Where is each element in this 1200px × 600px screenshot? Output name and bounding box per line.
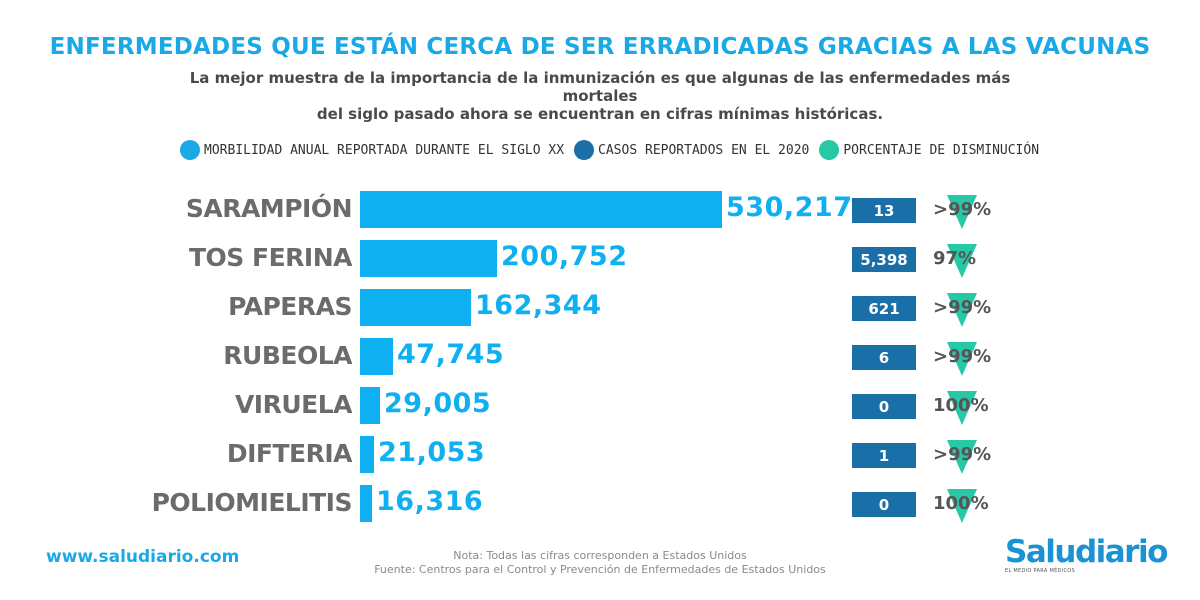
bar-paperas — [360, 289, 471, 326]
cases-2020-box-difteria: 1 — [852, 443, 916, 468]
decrease-label-difteria: >99% — [933, 444, 992, 465]
legend-swatch-cases — [574, 140, 595, 160]
bar-value-label-sarampion: 530,217 — [726, 192, 853, 223]
decrease-triangle-rubeola — [947, 342, 977, 376]
decrease-label-sarampion: >99% — [933, 199, 992, 220]
decrease-label-tos-ferina: 97% — [933, 248, 977, 269]
category-label-paperas: PAPERAS — [228, 292, 352, 321]
cases-2020-label-poliomielitis: 0 — [878, 495, 890, 514]
cases-2020-box-sarampion: 13 — [852, 198, 916, 223]
bar-tos-ferina — [360, 240, 497, 277]
category-label-tos-ferina: TOS FERINA — [189, 243, 353, 272]
cases-2020-box-poliomielitis: 0 — [852, 492, 916, 517]
cases-2020-box-viruela: 0 — [852, 394, 916, 419]
bar-sarampion — [360, 191, 722, 228]
legend: MORBILIDAD ANUAL REPORTADA DURANTE EL SI… — [180, 140, 1049, 160]
bar-value-label-viruela: 29,005 — [384, 388, 492, 419]
footer-note-line-2: Fuente: Centros para el Control y Preven… — [374, 563, 826, 576]
category-label-difteria: DIFTERIA — [226, 439, 353, 468]
cases-2020-label-viruela: 0 — [878, 397, 890, 416]
cases-2020-label-paperas: 621 — [868, 299, 900, 318]
bar-value-label-tos-ferina: 200,752 — [501, 241, 628, 272]
legend-label-cases: CASOS REPORTADOS EN EL 2020 — [598, 142, 810, 158]
bar-value-label-paperas: 162,344 — [475, 290, 602, 321]
legend-swatch-decrease — [819, 140, 840, 160]
legend-label-morbidity: MORBILIDAD ANUAL REPORTADA DURANTE EL SI… — [204, 142, 565, 158]
decrease-label-paperas: >99% — [933, 297, 992, 318]
logo-tagline: EL MEDIO PARA MÉDICOS — [1005, 568, 1075, 574]
cases-2020-label-sarampion: 13 — [873, 201, 895, 220]
decrease-label-rubeola: >99% — [933, 346, 992, 367]
saludiario-logo: Saludiario EL MEDIO PARA MÉDICOS — [1005, 535, 1175, 574]
cases-2020-label-difteria: 1 — [878, 446, 890, 465]
cases-2020-label-tos-ferina: 5,398 — [860, 250, 908, 269]
bar-poliomielitis — [360, 485, 372, 522]
category-label-sarampion: SARAMPIÓN — [185, 194, 353, 223]
logo-name: Saludiario — [1005, 534, 1168, 570]
category-label-poliomielitis: POLIOMIELITIS — [151, 488, 353, 517]
decrease-label-viruela: 100% — [933, 395, 989, 416]
decrease-triangle-paperas — [947, 293, 977, 327]
chart-title: ENFERMEDADES QUE ESTÁN CERCA DE SER ERRA… — [49, 34, 1151, 60]
cases-2020-box-tos-ferina: 5,398 — [852, 247, 916, 272]
legend-item-morbidity: MORBILIDAD ANUAL REPORTADA DURANTE EL SI… — [180, 140, 564, 160]
subtitle-line-1: La mejor muestra de la importancia de la… — [189, 69, 1011, 105]
decrease-triangle-sarampion — [947, 195, 977, 229]
footer-url[interactable]: www.saludiario.com — [46, 547, 240, 567]
legend-item-cases: CASOS REPORTADOS EN EL 2020 — [574, 140, 809, 160]
chart-subtitle: La mejor muestra de la importancia de la… — [150, 69, 1050, 123]
legend-swatch-morbidity — [180, 140, 200, 160]
bar-value-label-difteria: 21,053 — [378, 437, 486, 468]
category-label-rubeola: RUBEOLA — [223, 341, 352, 370]
bar-viruela — [360, 387, 380, 424]
decrease-triangle-poliomielitis — [947, 489, 977, 523]
subtitle-line-2: del siglo pasado ahora se encuentran en … — [316, 105, 884, 123]
decrease-triangle-viruela — [947, 391, 977, 425]
cases-2020-label-rubeola: 6 — [878, 348, 890, 367]
bar-rubeola — [360, 338, 393, 375]
decrease-label-poliomielitis: 100% — [933, 493, 989, 514]
legend-item-decrease: PORCENTAJE DE DISMINUCIÓN — [819, 140, 1039, 160]
cases-2020-box-rubeola: 6 — [852, 345, 916, 370]
footer-note-line-1: Nota: Todas las cifras corresponden a Es… — [453, 549, 747, 562]
category-label-viruela: VIRUELA — [234, 390, 353, 419]
bar-value-label-rubeola: 47,745 — [397, 339, 505, 370]
decrease-triangle-difteria — [947, 440, 977, 474]
cases-2020-box-paperas: 621 — [852, 296, 916, 321]
decrease-triangle-tos-ferina — [947, 244, 977, 278]
bar-value-label-poliomielitis: 16,316 — [376, 486, 484, 517]
legend-label-decrease: PORCENTAJE DE DISMINUCIÓN — [843, 142, 1040, 158]
footer-note: Nota: Todas las cifras corresponden a Es… — [300, 549, 900, 577]
bar-difteria — [360, 436, 374, 473]
